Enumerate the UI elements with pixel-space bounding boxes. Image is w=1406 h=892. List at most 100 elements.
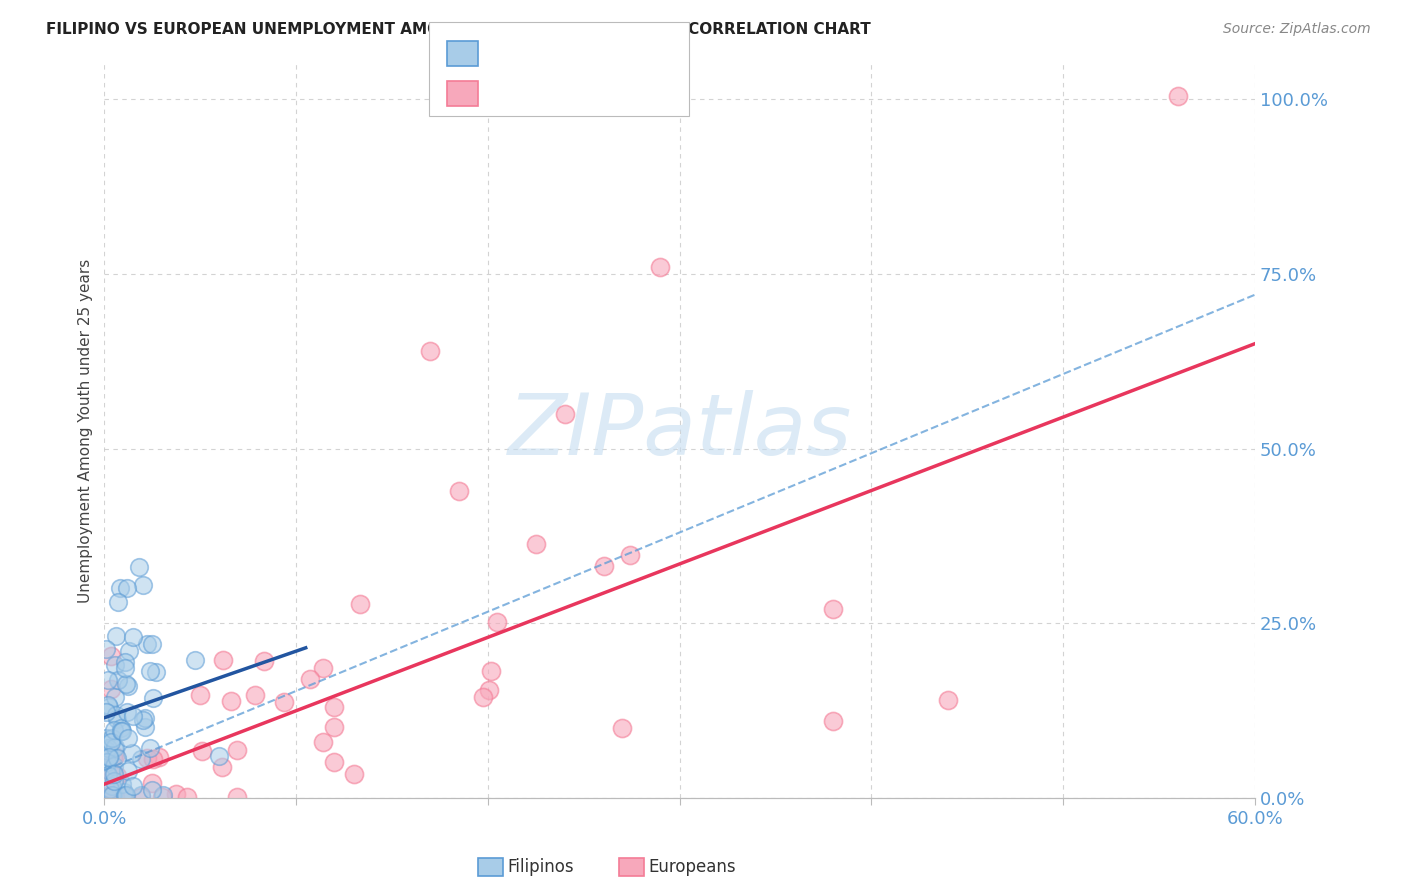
Point: [108, 582, 131, 596]
Point: [114, 677, 136, 691]
Point: [96, 705, 118, 719]
Point: [98, 790, 121, 805]
Text: R =: R =: [489, 87, 529, 105]
Text: Source: ZipAtlas.com: Source: ZipAtlas.com: [1223, 22, 1371, 37]
Point: [100, 735, 122, 749]
Point: [112, 785, 135, 799]
Point: [449, 483, 471, 498]
Point: [105, 712, 128, 726]
Point: [122, 631, 145, 645]
Point: [619, 548, 641, 562]
Text: 57: 57: [633, 87, 658, 105]
Point: [219, 693, 242, 707]
Point: [114, 788, 136, 802]
Point: [96, 755, 118, 769]
Point: [117, 679, 139, 693]
Point: [104, 690, 127, 704]
Text: 71: 71: [633, 47, 658, 65]
Point: [128, 560, 150, 574]
Point: [103, 790, 125, 805]
Point: [821, 602, 844, 616]
Point: [650, 260, 672, 274]
Point: [100, 779, 122, 793]
Text: Filipinos: Filipinos: [508, 858, 574, 876]
Point: [98, 699, 121, 714]
Point: [111, 777, 134, 791]
Point: [100, 682, 122, 697]
Point: [103, 749, 125, 764]
Text: N =: N =: [588, 87, 640, 105]
Point: [323, 700, 346, 714]
Point: [936, 693, 959, 707]
Text: Europeans: Europeans: [648, 858, 735, 876]
Point: [299, 672, 322, 686]
Point: [141, 637, 163, 651]
Point: [114, 655, 136, 669]
Point: [212, 653, 235, 667]
Point: [554, 407, 576, 421]
Point: [105, 629, 128, 643]
Point: [141, 776, 163, 790]
Point: [97, 740, 120, 755]
Point: [97, 767, 120, 781]
Point: [100, 649, 122, 664]
Point: [97, 790, 120, 805]
Point: [243, 688, 266, 702]
Point: [129, 752, 152, 766]
Text: 0.378: 0.378: [531, 47, 589, 65]
Point: [312, 734, 335, 748]
Point: [98, 789, 121, 803]
Point: [176, 790, 198, 805]
Point: [115, 790, 138, 805]
Point: [100, 731, 122, 745]
Point: [103, 723, 125, 738]
Point: [96, 762, 118, 776]
Point: [486, 615, 509, 630]
Point: [103, 740, 125, 755]
Point: [121, 746, 143, 760]
Point: [821, 714, 844, 729]
Point: [142, 751, 165, 765]
Point: [165, 787, 187, 801]
Point: [132, 713, 155, 727]
Point: [472, 690, 495, 704]
Point: [96, 790, 118, 805]
Point: [253, 654, 276, 668]
Point: [107, 673, 129, 687]
Point: [104, 748, 127, 763]
Point: [184, 653, 207, 667]
Point: [97, 673, 120, 688]
Point: [129, 788, 152, 802]
Point: [142, 690, 165, 705]
Point: [323, 720, 346, 734]
Point: [96, 731, 118, 745]
Point: [117, 764, 139, 779]
Point: [101, 768, 124, 782]
Point: [349, 598, 371, 612]
Point: [121, 780, 143, 794]
Point: [478, 682, 501, 697]
Point: [104, 658, 127, 673]
Point: [226, 743, 249, 757]
Point: [98, 750, 121, 764]
Point: [132, 578, 155, 592]
Point: [135, 637, 157, 651]
Point: [110, 724, 132, 739]
Point: [104, 739, 127, 754]
Point: [115, 706, 138, 720]
Point: [107, 595, 129, 609]
Point: [98, 748, 121, 763]
Point: [114, 661, 136, 675]
Point: [101, 788, 124, 802]
Point: [343, 766, 366, 780]
Point: [134, 711, 156, 725]
Point: [524, 536, 547, 550]
Point: [111, 724, 134, 739]
Point: [103, 766, 125, 780]
Point: [104, 790, 127, 805]
Point: [145, 665, 167, 679]
Point: [134, 720, 156, 734]
Point: [105, 769, 128, 783]
Point: [104, 707, 127, 722]
Point: [107, 750, 129, 764]
